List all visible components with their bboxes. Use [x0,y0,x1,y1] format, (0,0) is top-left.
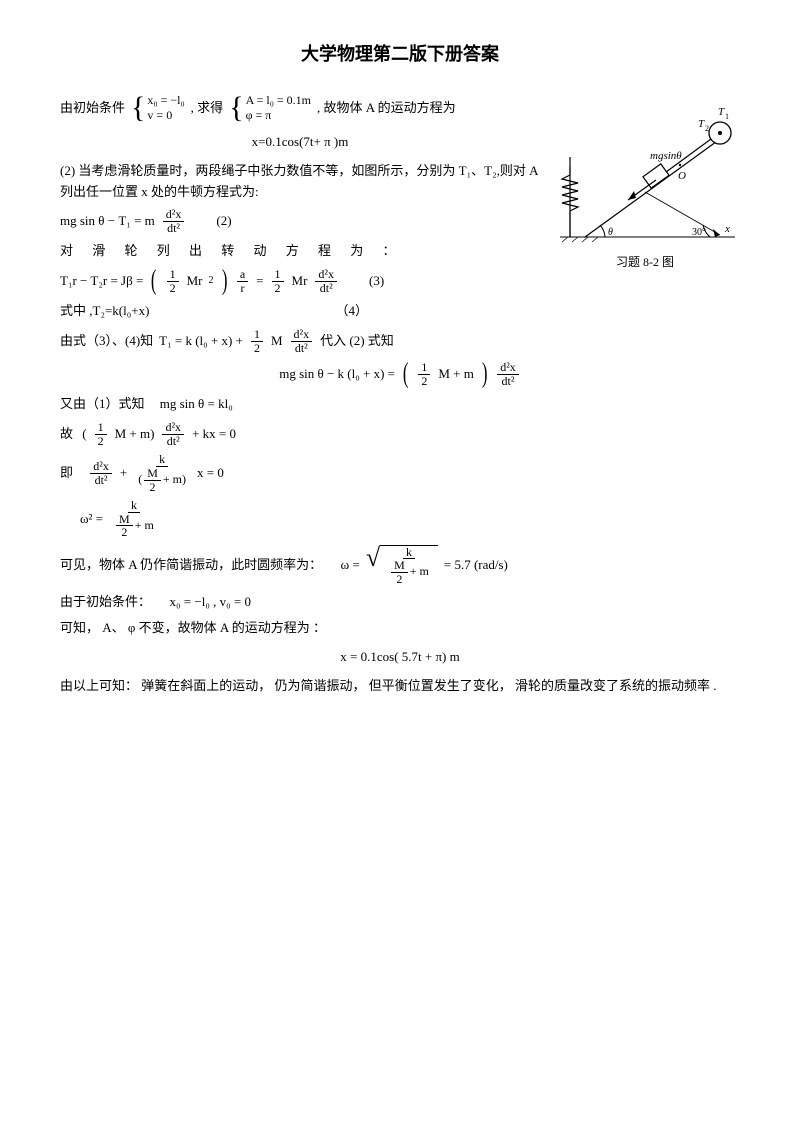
svg-text:x: x [724,223,730,235]
eq-2: mg sin θ − T₁ = m d²xdt² (2) [60,208,540,234]
svg-text:2: 2 [705,124,709,133]
svg-text:θ: θ [608,227,613,238]
eq-omega2: ω² = k M2+ m [80,499,740,539]
paragraph-12: 可知， A、 φ 不变，故物体 A 的运动方程为 ： [60,618,740,639]
eq-5: 由式（3）、(4)知 T₁ = k (l₀ + x) + 12 M d²xdt²… [60,328,740,354]
eq-7: 又由（1）式知 mg sin θ = kl₀ [60,394,740,415]
eq-3: T₁r − T₂r = Jβ = ( 12 Mr2 ) ar = 12 Mr d… [60,267,540,295]
eq-4: 式中 ,T₂=k(l₀+x) （4） [60,301,740,322]
eq-9: 即 d²xdt² + k (M2+ m) x = 0 [60,453,740,493]
page-title: 大学物理第二版下册答案 [60,40,740,69]
figure-8-2: T1 T2 mgsinθ O x θ 30° 习题 8-2 图 [550,97,740,272]
svg-text:T: T [698,118,705,130]
eq-8: 故 ( 12 M + m) d²xdt² + kx = 0 [60,421,740,447]
eq-6: mg sin θ − k (l₀ + x) = ( 12 M + m ) d²x… [60,360,740,388]
initial-conditions: 由初始条件 { x₀ = −l₀v = 0 , 求得 { A = l₀ = 0.… [60,93,540,124]
eq-final: x = 0.1cos( 5.7t + π) m [60,647,740,668]
omega-result: 可见，物体 A 仍作简谐振动，此时圆频率为： ω = √ k M2+ m = 5… [60,545,740,586]
initial-conditions-2: 由于初始条件： x₀ = −l₀ , v₀ = 0 [60,592,740,613]
figure-caption: 习题 8-2 图 [550,253,740,272]
svg-text:T: T [718,106,725,118]
paragraph-13: 由以上可知： 弹簧在斜面上的运动， 仍为简谐振动， 但平衡位置发生了变化， 滑轮… [60,676,740,697]
svg-text:30°: 30° [692,227,706,238]
svg-text:1: 1 [725,112,729,121]
svg-text:O: O [678,170,686,182]
svg-text:mgsinθ: mgsinθ [650,150,682,162]
